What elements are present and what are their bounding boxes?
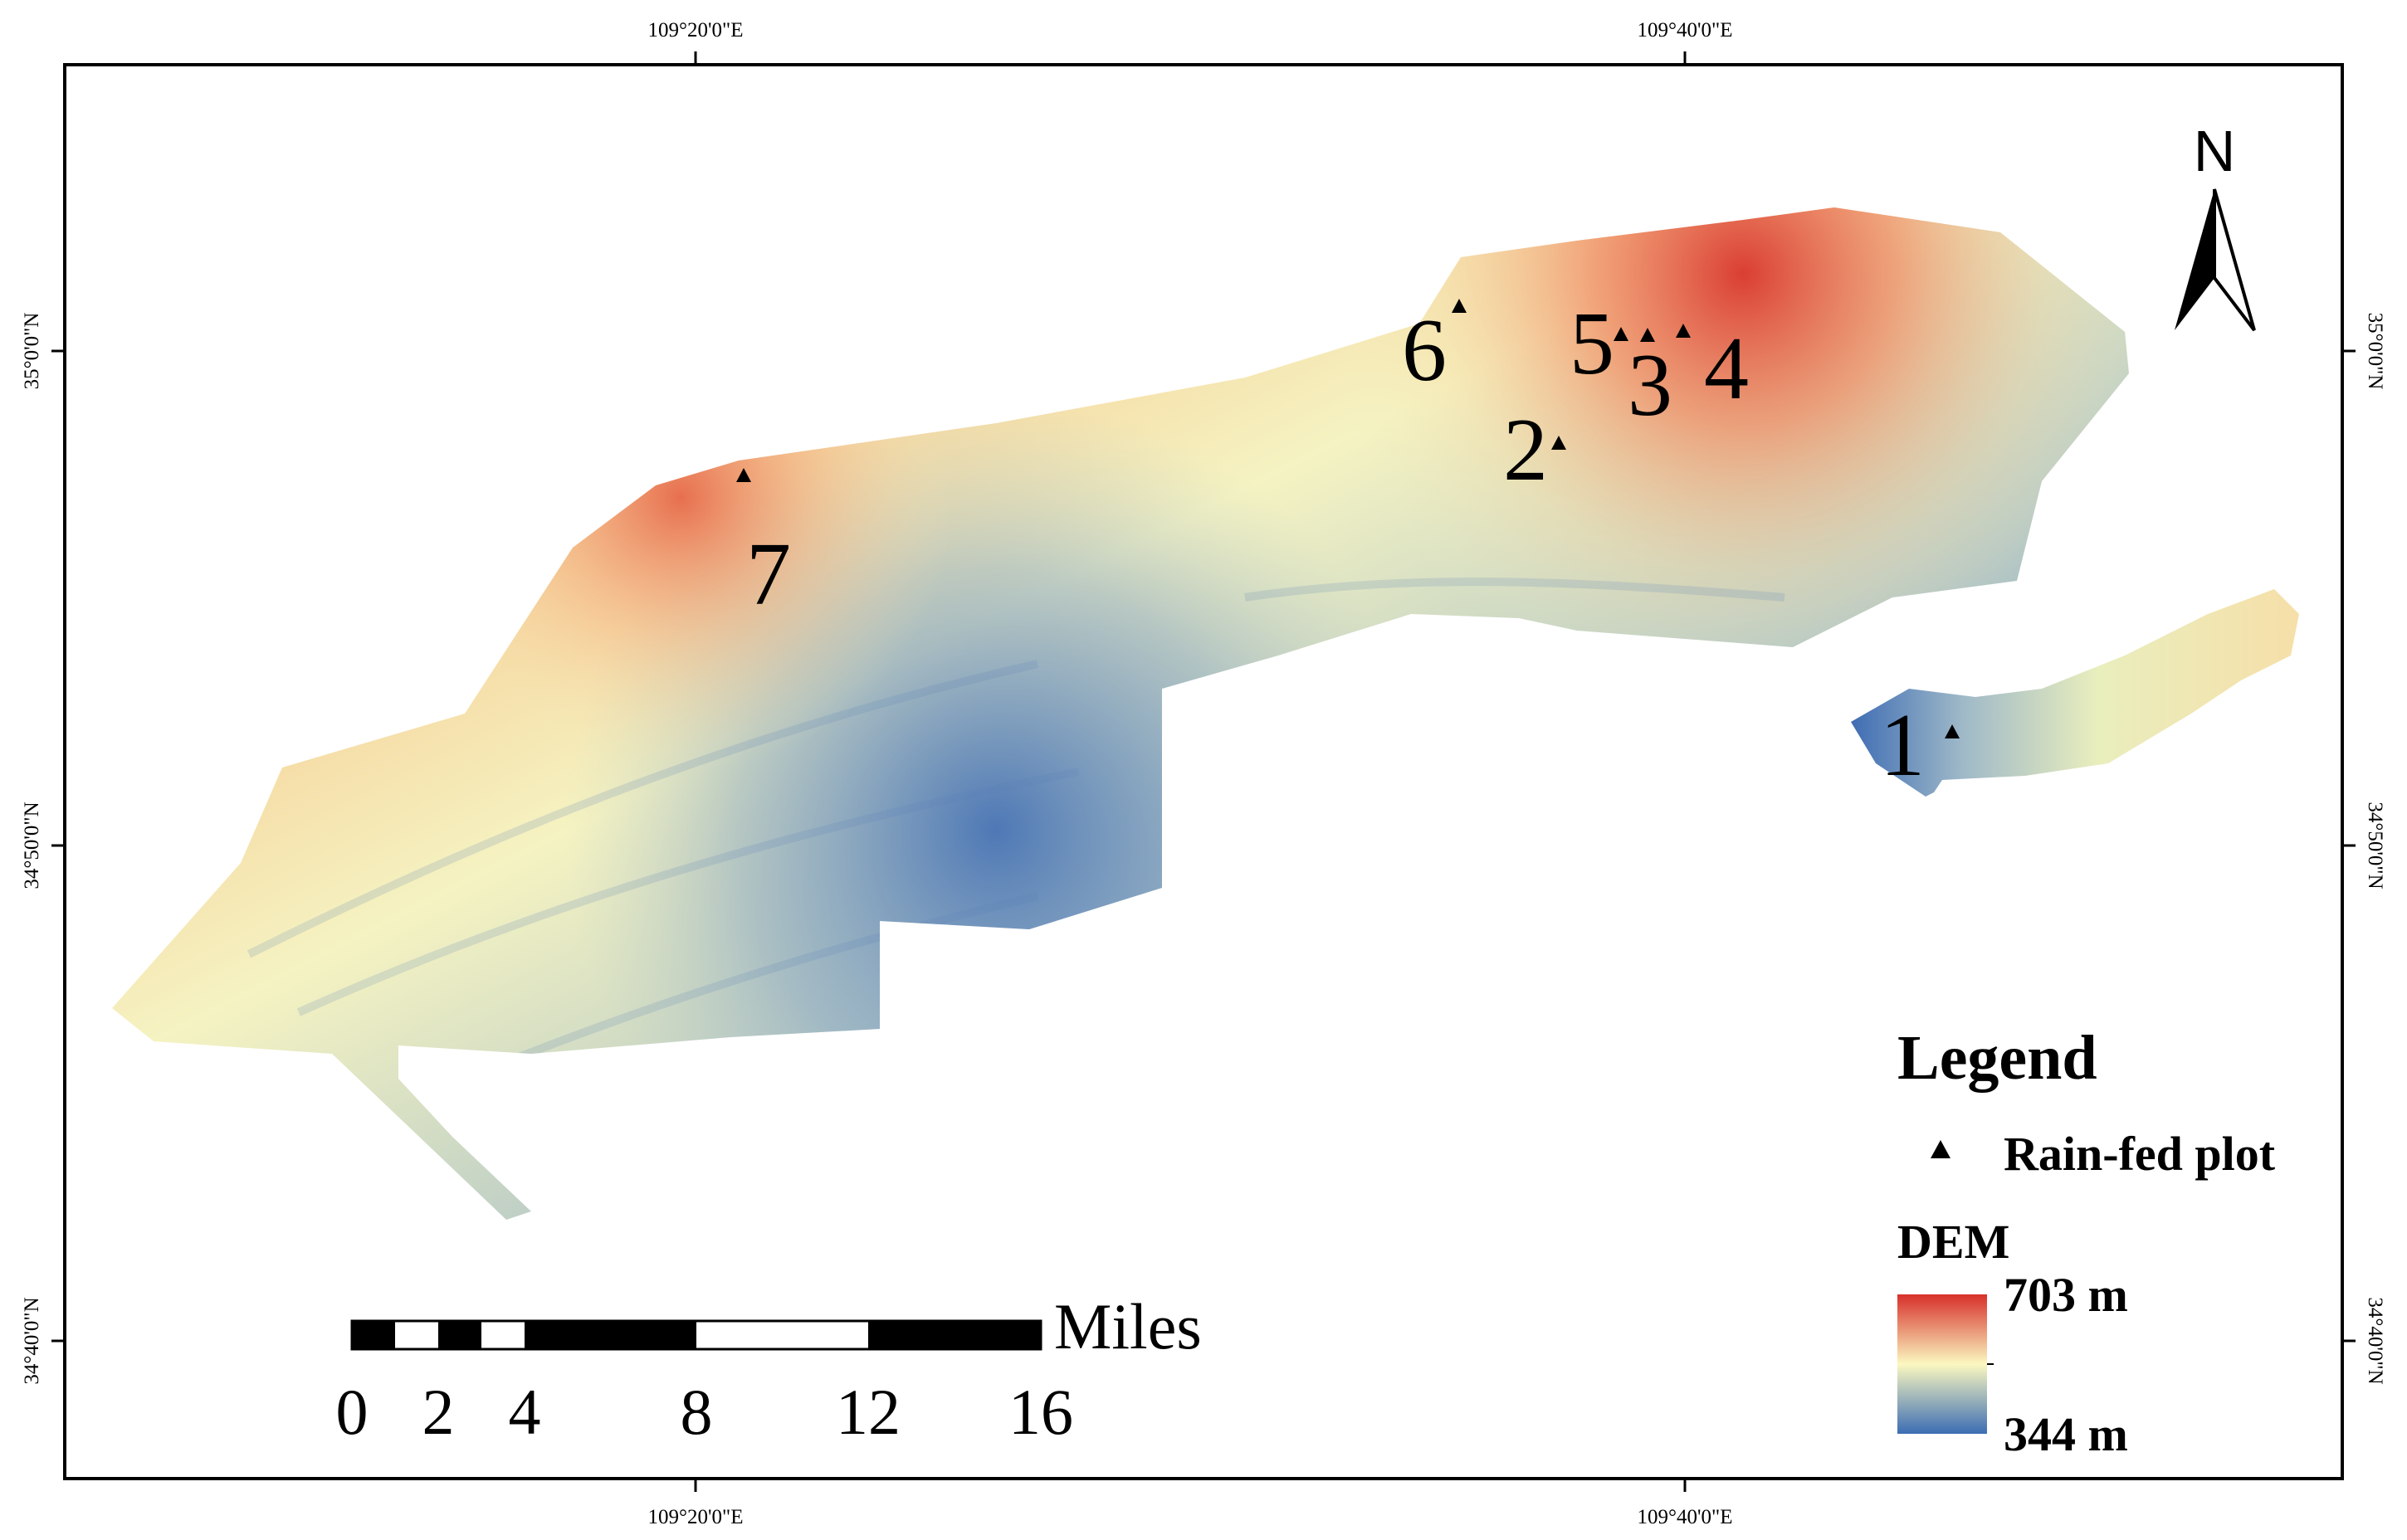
legend-dem-ramp (1897, 1294, 1987, 1434)
right-lat-label-3: 34°40'0"N (2364, 1297, 2386, 1384)
legend-dem-title: DEM (1897, 1215, 2009, 1269)
left-lat-label-3: 34°40'0"N (21, 1297, 43, 1384)
top-lon-label-2: 109°40'0"E (1638, 19, 1733, 41)
plot-label-3: 3 (1628, 336, 1672, 435)
plot-label-6: 6 (1402, 301, 1447, 400)
top-lon-label-1: 109°20'0"E (648, 19, 744, 41)
legend-plot-marker-icon (1931, 1140, 1950, 1158)
plot-marker-icon (1676, 324, 1691, 338)
legend-plot-label: Rain-fed plot (2004, 1127, 2276, 1181)
plot-marker-icon (1452, 299, 1467, 313)
plot-1: 1 (1880, 696, 1960, 795)
plot-4: 4 (1676, 319, 1749, 418)
scale-bar: Miles 0 2 4 8 12 16 (336, 1290, 1202, 1448)
plot-label-4: 4 (1704, 319, 1749, 418)
graticule-ticks (51, 51, 2356, 1492)
legend: Legend Rain-fed plot DEM 703 m 344 m (1897, 1023, 2276, 1461)
plot-3: 3 (1628, 328, 1672, 435)
legend-title: Legend (1897, 1023, 2097, 1093)
scale-tick-0: 0 (336, 1376, 369, 1448)
north-arrow-icon (2175, 188, 2256, 332)
left-lat-label-1: 35°0'0"N (21, 313, 43, 390)
plot-marker-icon (1551, 436, 1566, 450)
right-lat-label-1: 35°0'0"N (2364, 313, 2386, 390)
plot-6: 6 (1402, 299, 1467, 400)
map-frame (63, 63, 2344, 1480)
scale-unit-label: Miles (1054, 1290, 1202, 1362)
plot-label-2: 2 (1503, 401, 1548, 500)
right-lat-label-2: 34°50'0"N (2364, 802, 2386, 889)
dem-island-region (1851, 589, 2299, 797)
scale-tick-2: 2 (422, 1376, 455, 1448)
plot-marker-icon (1945, 724, 1960, 738)
plot-label-7: 7 (746, 525, 791, 624)
rain-fed-plots: 1 2 3 4 5 6 7 (736, 295, 1960, 795)
plot-5: 5 (1570, 295, 1628, 393)
plot-2: 2 (1503, 401, 1566, 500)
north-label: N (2194, 119, 2236, 183)
plot-marker-icon (736, 468, 751, 482)
plot-label-1: 1 (1880, 696, 1925, 795)
bottom-lon-label-2: 109°40'0"E (1638, 1506, 1733, 1528)
dem-main-region (112, 207, 2129, 1220)
scale-tick-4: 4 (509, 1376, 541, 1448)
scale-tick-16: 16 (1008, 1376, 1073, 1448)
plot-marker-icon (1614, 327, 1628, 341)
bottom-lon-label-1: 109°20'0"E (648, 1506, 744, 1528)
plot-label-5: 5 (1570, 295, 1614, 393)
legend-dem-min: 344 m (2004, 1407, 2128, 1461)
left-lat-label-2: 34°50'0"N (21, 802, 43, 889)
scale-tick-12: 12 (836, 1376, 901, 1448)
legend-dem-max: 703 m (2004, 1268, 2128, 1322)
plot-marker-icon (1640, 328, 1655, 342)
plot-7: 7 (736, 468, 791, 624)
scale-tick-8: 8 (681, 1376, 713, 1448)
north-arrow: N (2175, 119, 2256, 332)
